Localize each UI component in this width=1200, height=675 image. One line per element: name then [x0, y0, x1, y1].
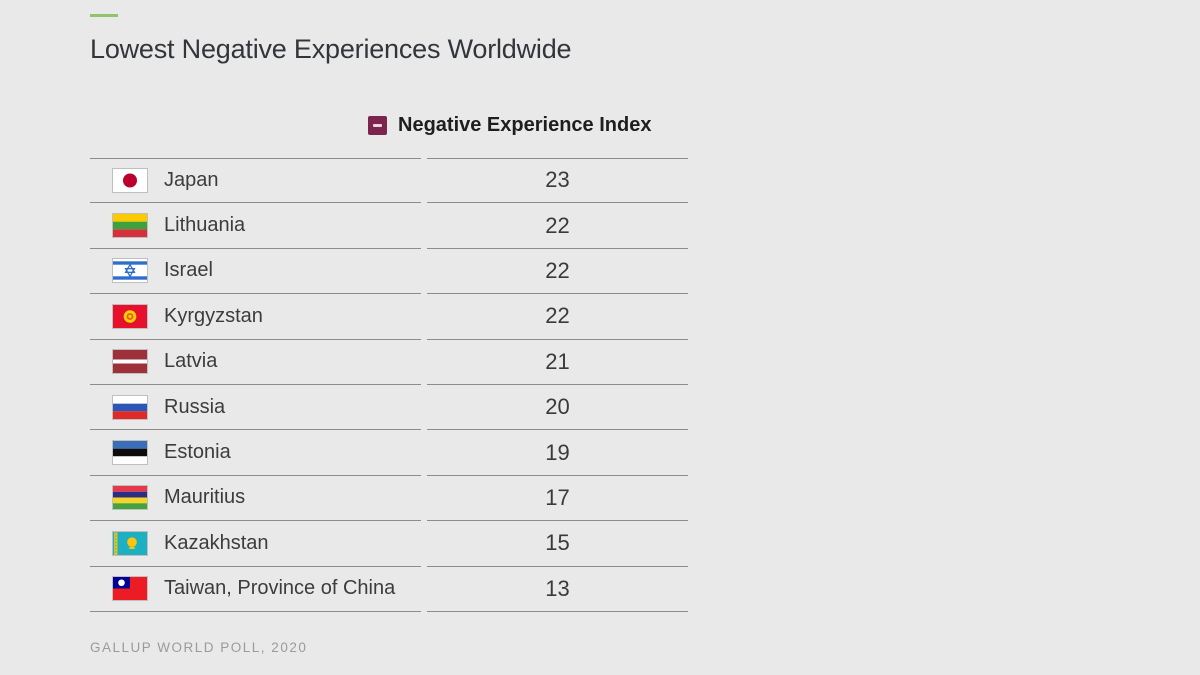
table-row: Japan 23	[90, 158, 688, 204]
value-cell: 15	[427, 521, 688, 567]
country-name: Israel	[164, 259, 213, 282]
flag-taiwan-icon	[112, 576, 148, 602]
country-cell: Lithuania	[90, 203, 421, 249]
value-cell: 17	[427, 476, 688, 522]
value-cell: 23	[427, 158, 688, 204]
country-name: Japan	[164, 168, 219, 191]
flag-israel-icon	[112, 258, 148, 284]
table-row: Russia 20	[90, 385, 688, 431]
flag-latvia-icon	[112, 349, 148, 375]
value-cell: 13	[427, 567, 688, 612]
country-cell: Israel	[90, 249, 421, 295]
country-cell: Kazakhstan	[90, 521, 421, 567]
country-name: Mauritius	[164, 486, 246, 509]
table-body: Japan 23 Lithuania 22 Israel 22 Kyrgyzstan 22 La…	[90, 158, 688, 612]
value-cell: 22	[427, 294, 688, 340]
value-cell: 22	[427, 249, 688, 295]
minus-icon	[373, 123, 382, 127]
country-name: Kyrgyzstan	[164, 304, 263, 327]
flag-japan-icon	[112, 167, 148, 193]
country-name: Lithuania	[164, 214, 246, 237]
legend: Negative Experience Index	[368, 112, 651, 138]
value-cell: 21	[427, 340, 688, 385]
country-cell: Japan	[90, 158, 421, 204]
value-cell: 20	[427, 385, 688, 431]
country-cell: Mauritius	[90, 476, 421, 522]
country-name: Kazakhstan	[164, 531, 269, 554]
flag-estonia-icon	[112, 440, 148, 466]
legend-label: Negative Experience Index	[398, 113, 652, 136]
country-cell: Kyrgyzstan	[90, 294, 421, 340]
country-name: Taiwan, Province of China	[164, 577, 396, 600]
country-name: Latvia	[164, 350, 218, 373]
value-cell: 22	[427, 203, 688, 249]
flag-mauritius-icon	[112, 485, 148, 511]
source-note: GALLUP WORLD POLL, 2020	[90, 640, 308, 655]
flag-lithuania-icon	[112, 213, 148, 239]
country-cell: Latvia	[90, 340, 421, 385]
country-cell: Taiwan, Province of China	[90, 567, 421, 612]
table-row: Lithuania 22	[90, 203, 688, 249]
table-row: Kyrgyzstan 22	[90, 294, 688, 340]
flag-kazakhstan-icon	[112, 530, 148, 556]
value-cell: 19	[427, 430, 688, 476]
legend-marker-icon	[368, 115, 387, 135]
table-row: Estonia 19	[90, 430, 688, 476]
table-row: Taiwan, Province of China 13	[90, 567, 688, 612]
country-cell: Russia	[90, 385, 421, 431]
accent-line	[90, 14, 118, 17]
table-row: Kazakhstan 15	[90, 521, 688, 567]
country-name: Estonia	[164, 441, 231, 464]
data-table: Japan 23 Lithuania 22 Israel 22 Kyrgyzstan 22 La…	[90, 158, 688, 612]
table-row: Israel 22	[90, 249, 688, 295]
country-name: Russia	[164, 395, 226, 418]
table-row: Mauritius 17	[90, 476, 688, 522]
table-row: Latvia 21	[90, 340, 688, 385]
flag-russia-icon	[112, 394, 148, 420]
page-title: Lowest Negative Experiences Worldwide	[90, 34, 572, 64]
country-cell: Estonia	[90, 430, 421, 476]
flag-kyrgyzstan-icon	[112, 303, 148, 329]
